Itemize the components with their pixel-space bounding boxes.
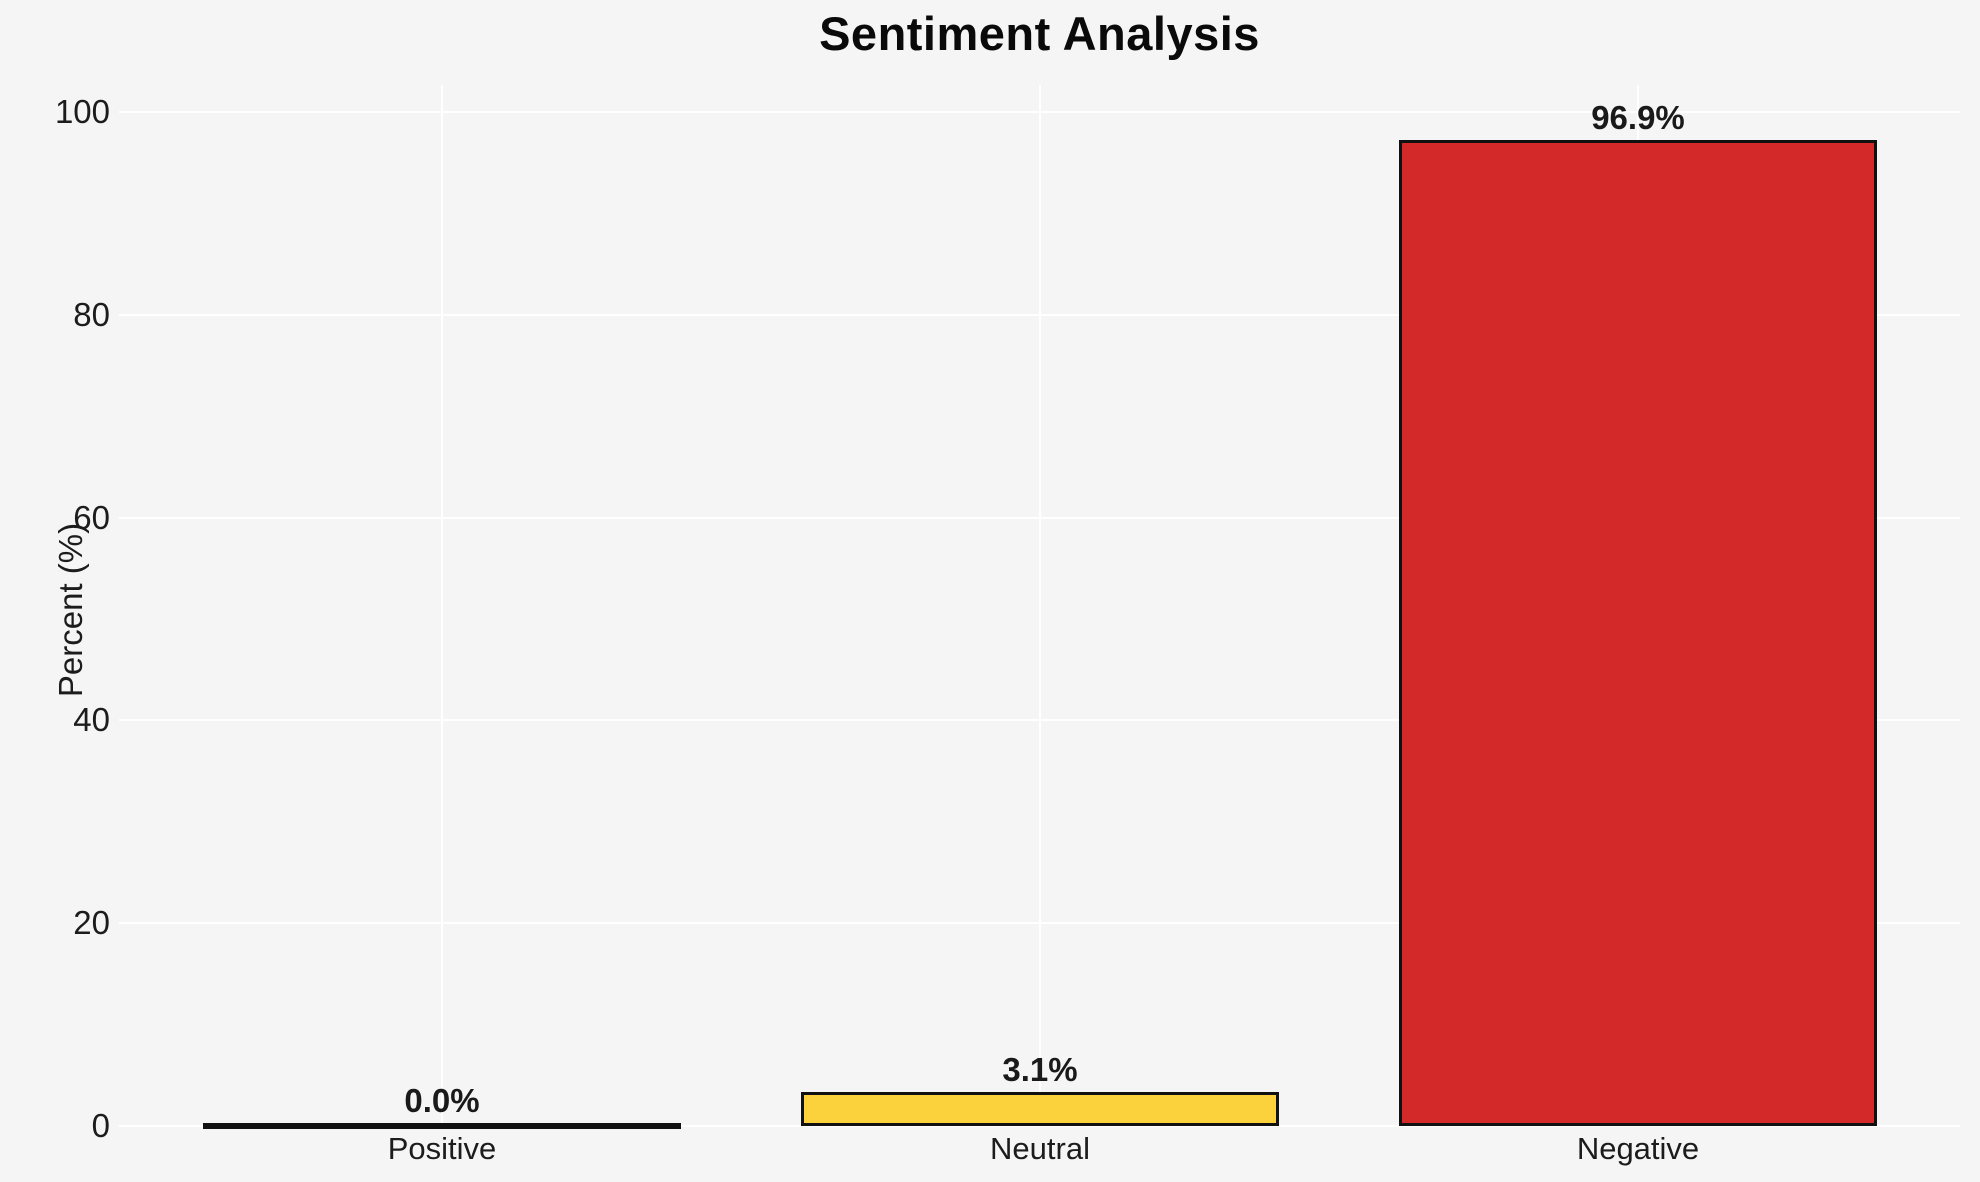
bar-value-label: 3.1%: [1002, 1051, 1078, 1088]
x-tick-label-negative: Negative: [1576, 1131, 1700, 1166]
y-axis-label: Percent (%): [52, 522, 89, 698]
bar-negative: [1399, 140, 1877, 1126]
y-tick-label: 60: [73, 499, 110, 536]
bar-neutral: [801, 1092, 1279, 1126]
y-gridline: [119, 1125, 1960, 1127]
y-tick-label: 0: [91, 1107, 110, 1144]
x-gridline: [441, 85, 443, 1126]
x-tick-label-neutral: Neutral: [990, 1131, 1090, 1166]
bar-value-label: 0.0%: [404, 1082, 480, 1119]
chart-title: Sentiment Analysis: [819, 7, 1260, 60]
y-tick-label: 80: [73, 296, 110, 333]
bar-positive: [203, 1123, 681, 1129]
x-tick-label-positive: Positive: [387, 1131, 497, 1166]
y-tick-label: 100: [54, 93, 110, 130]
bar-value-label: 96.9%: [1591, 99, 1685, 136]
y-tick-label: 20: [73, 904, 110, 941]
y-tick-label: 40: [73, 701, 110, 738]
x-gridline: [1039, 85, 1041, 1126]
